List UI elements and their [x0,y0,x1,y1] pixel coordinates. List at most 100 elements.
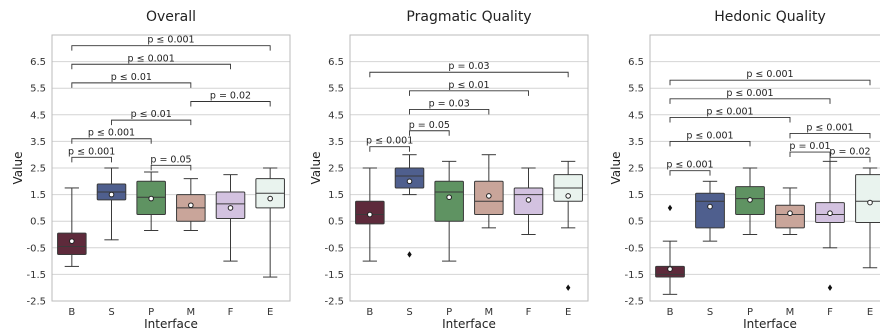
mean-marker [406,178,413,185]
box-S [96,167,127,241]
x-tick-label: B [366,307,373,318]
x-tick-label: M [786,307,795,318]
x-tick-label: F [827,307,833,318]
box-B [57,187,87,267]
y-tick-label: -0.5 [26,243,46,254]
x-tick-label: S [707,307,713,318]
significance-bracket: p ≤ 0.001 [669,130,751,147]
p-value-label: p = 0.02 [210,91,251,102]
y-tick-label: 4.5 [328,110,344,121]
significance-bracket: p ≤ 0.001 [366,136,413,152]
bracket-line [669,79,871,86]
p-value-label: p ≤ 0.001 [147,35,194,46]
mean-marker [867,199,873,206]
x-tick-label: P [446,307,452,318]
x-tick-label: P [148,307,154,318]
bracket-line [369,146,410,152]
box-M [474,154,504,229]
bracket-line [150,164,192,171]
y-tick-label: 3.5 [628,137,644,148]
box-body [775,204,805,229]
x-tick-label: F [228,307,234,318]
y-tick-label: 0.5 [628,217,644,228]
p-value-label: p ≤ 0.001 [726,88,773,99]
y-axis-label: Value [11,152,25,185]
bracket-line [71,82,192,88]
x-tick-label: E [267,307,273,318]
significance-bracket: p = 0.03 [409,98,490,115]
box-P [136,171,166,232]
y-tick-label: 2.5 [30,164,46,175]
p-value-label: p ≤ 0.001 [666,160,713,171]
y-tick-label: -1.5 [26,270,46,281]
mean-marker [787,210,793,217]
mean-marker [267,195,273,202]
p-value-label: p = 0.03 [448,61,489,72]
panel-hedonic-quality: Hedonic Quality Interface Value -2.5 -1.5… [609,9,880,331]
x-tick-label: B [68,307,75,318]
x-tick-label: F [526,307,532,318]
y-tick-label: -2.5 [624,297,644,308]
bracket-line [190,101,271,107]
bracket-line [409,130,450,136]
y-tick-label: 4.5 [30,110,46,121]
panel-title: Hedonic Quality [714,9,826,25]
p-value-label: p ≤ 0.01 [131,109,172,120]
mean-marker [707,203,713,210]
y-tick-label: 2.5 [328,164,344,175]
box-body [434,180,464,222]
mean-marker [565,193,571,199]
y-tick-label: 3.5 [328,137,344,148]
x-tick-label: P [747,307,753,318]
box-F [815,160,845,291]
box-B [355,167,385,262]
box-S [394,154,425,258]
p-value-label: p ≤ 0.001 [88,128,135,139]
bracket-line [789,151,831,158]
y-tick-label: -0.5 [624,243,644,254]
box-S [695,180,725,242]
significance-bracket: p ≤ 0.01 [71,72,192,88]
y-tick-label: 6.5 [328,57,344,68]
box-body [394,167,425,189]
significance-bracket: p ≤ 0.001 [68,146,115,163]
bracket-line [669,117,791,123]
x-tick-label: E [565,307,571,318]
p-value-label: p = 0.03 [429,98,470,109]
bracket-line [829,156,871,163]
box-E [553,160,583,291]
bracket-line [71,45,271,51]
x-axis-label: Interface [743,317,797,331]
y-tick-label: 3.5 [30,137,46,148]
significance-bracket: p ≤ 0.001 [71,35,271,51]
box-P [735,167,765,235]
mean-marker [667,266,673,272]
y-tick-label: 1.5 [328,190,344,201]
y-tick-label: 5.5 [628,84,644,95]
p-value-label: p = 0.01 [789,141,830,152]
significance-bracket: p ≤ 0.001 [666,160,714,176]
y-axis-label: Value [609,152,623,185]
p-value-label: p ≤ 0.001 [128,53,175,64]
mean-marker [108,191,115,198]
mean-marker [747,197,753,203]
bracket-line [789,132,871,139]
mean-marker [525,197,532,203]
outlier-marker [407,251,412,258]
y-tick-label: 6.5 [30,57,46,68]
significance-bracket: p = 0.03 [369,61,569,78]
y-tick-label: 4.5 [628,110,644,121]
significance-bracket: p ≤ 0.001 [789,122,871,139]
box-body [855,174,880,224]
box-M [176,178,206,232]
p-value-label: p ≤ 0.001 [806,122,853,133]
y-tick-label: -1.5 [324,270,344,281]
bracket-line [71,63,231,70]
bracket-line [71,138,152,144]
p-value-label: p = 0.02 [829,146,870,157]
bracket-line [369,71,569,78]
mean-marker [227,205,234,211]
plot-area: -2.5 -1.5 -0.5 0.5 1.5 2.5 3.5 4.5 5.5 6.5 B S P M F Ep… [26,34,291,318]
mean-marker [367,211,373,218]
